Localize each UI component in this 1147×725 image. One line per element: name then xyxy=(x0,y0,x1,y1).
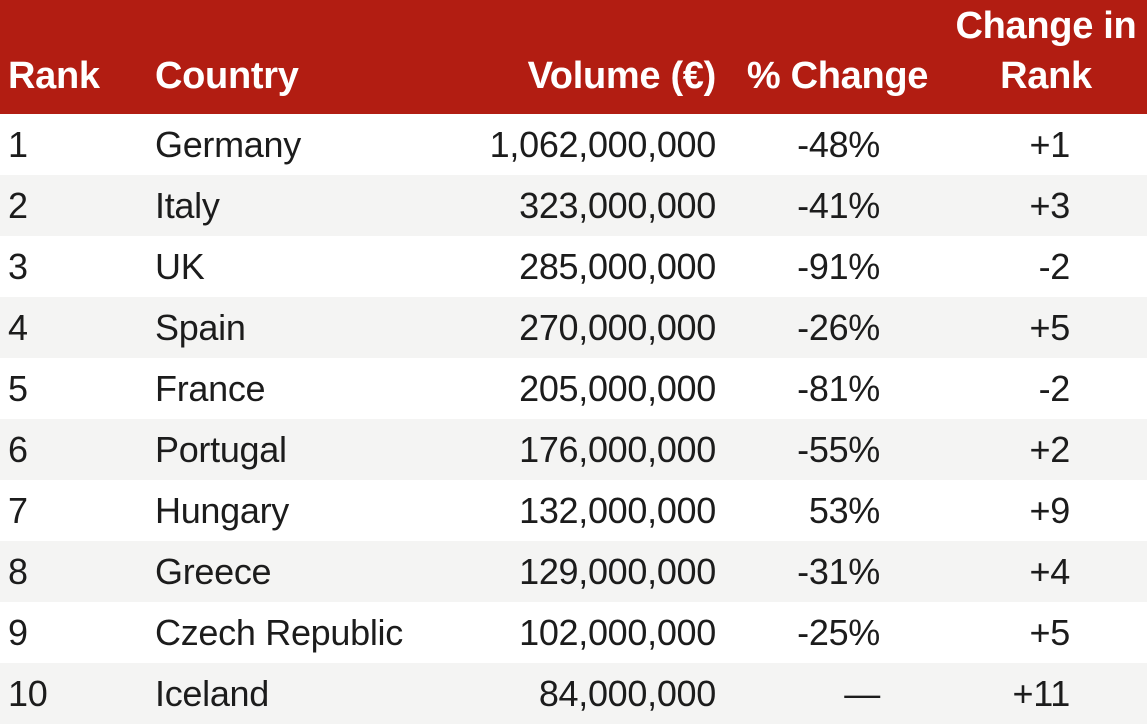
cell-rank: 9 xyxy=(8,611,28,653)
cell-country: Portugal xyxy=(155,428,287,470)
table-row: 10 Iceland 84,000,000 — +11 xyxy=(0,663,1147,724)
cell-rank: 6 xyxy=(8,428,28,470)
table-row: 4 Spain 270,000,000 -26% +5 xyxy=(0,297,1147,358)
cell-volume: 323,000,000 xyxy=(519,184,716,226)
cell-volume: 129,000,000 xyxy=(519,550,716,592)
table-row: 2 Italy 323,000,000 -41% +3 xyxy=(0,175,1147,236)
cell-rank: 4 xyxy=(8,306,28,348)
table-row: 3 UK 285,000,000 -91% -2 xyxy=(0,236,1147,297)
cell-pct-change: 53% xyxy=(808,489,880,531)
cell-pct-change: -25% xyxy=(797,611,880,653)
cell-rank-change: -2 xyxy=(1038,367,1071,409)
table-row: 1 Germany 1,062,000,000 -48% +1 xyxy=(0,114,1147,175)
cell-volume: 132,000,000 xyxy=(519,489,716,531)
cell-rank-change: +11 xyxy=(1012,672,1071,714)
cell-country: Hungary xyxy=(155,489,289,531)
cell-volume: 176,000,000 xyxy=(519,428,716,470)
cell-pct-change: -91% xyxy=(797,245,880,287)
cell-volume: 285,000,000 xyxy=(519,245,716,287)
table-row: 5 France 205,000,000 -81% -2 xyxy=(0,358,1147,419)
table-header: Rank Country Volume (€) % Change Change … xyxy=(0,0,1147,114)
cell-country: Czech Republic xyxy=(155,611,403,653)
cell-rank: 8 xyxy=(8,550,28,592)
cell-rank-change: +3 xyxy=(1029,184,1071,226)
cell-rank-change: +5 xyxy=(1029,306,1071,348)
cell-volume: 1,062,000,000 xyxy=(489,123,717,165)
table-row: 9 Czech Republic 102,000,000 -25% +5 xyxy=(0,602,1147,663)
column-header-country: Country xyxy=(147,0,480,114)
cell-pct-change: -48% xyxy=(797,123,880,165)
column-header-pct-change: % Change xyxy=(730,0,945,114)
cell-rank-change: +4 xyxy=(1029,550,1071,592)
cell-country: France xyxy=(155,367,266,409)
cell-country: Spain xyxy=(155,306,246,348)
cell-pct-change: -41% xyxy=(797,184,880,226)
column-header-volume: Volume (€) xyxy=(480,0,730,114)
cell-volume: 270,000,000 xyxy=(519,306,716,348)
cell-country: Italy xyxy=(155,184,220,226)
cell-pct-change: -81% xyxy=(797,367,880,409)
table-row: 7 Hungary 132,000,000 53% +9 xyxy=(0,480,1147,541)
cell-rank: 2 xyxy=(8,184,28,226)
cell-rank-change: +5 xyxy=(1029,611,1071,653)
cell-rank-change: +1 xyxy=(1029,123,1071,165)
cell-country: Iceland xyxy=(155,672,269,714)
cell-rank: 5 xyxy=(8,367,28,409)
cell-volume: 102,000,000 xyxy=(519,611,716,653)
column-header-rank-change: Change in Rank xyxy=(945,0,1147,114)
table-row: 8 Greece 129,000,000 -31% +4 xyxy=(0,541,1147,602)
header-row: Rank Country Volume (€) % Change Change … xyxy=(0,0,1147,114)
table-row: 6 Portugal 176,000,000 -55% +2 xyxy=(0,419,1147,480)
cell-country: Greece xyxy=(155,550,272,592)
cell-volume: 205,000,000 xyxy=(519,367,716,409)
cell-country: Germany xyxy=(155,123,301,165)
cell-rank-change: +2 xyxy=(1029,428,1071,470)
cell-volume: 84,000,000 xyxy=(538,672,716,714)
column-header-rank: Rank xyxy=(0,0,147,114)
cell-pct-change: -55% xyxy=(797,428,880,470)
cell-pct-change: — xyxy=(844,672,880,714)
cell-rank-change: -2 xyxy=(1038,245,1071,287)
cell-rank-change: +9 xyxy=(1029,489,1071,531)
cell-rank: 1 xyxy=(8,123,28,165)
cell-rank: 3 xyxy=(8,245,28,287)
cell-country: UK xyxy=(155,245,205,287)
cell-pct-change: -26% xyxy=(797,306,880,348)
cell-rank: 7 xyxy=(8,489,28,531)
table-body: 1 Germany 1,062,000,000 -48% +1 2 Italy … xyxy=(0,114,1147,724)
cell-rank: 10 xyxy=(8,672,48,714)
cell-pct-change: -31% xyxy=(797,550,880,592)
